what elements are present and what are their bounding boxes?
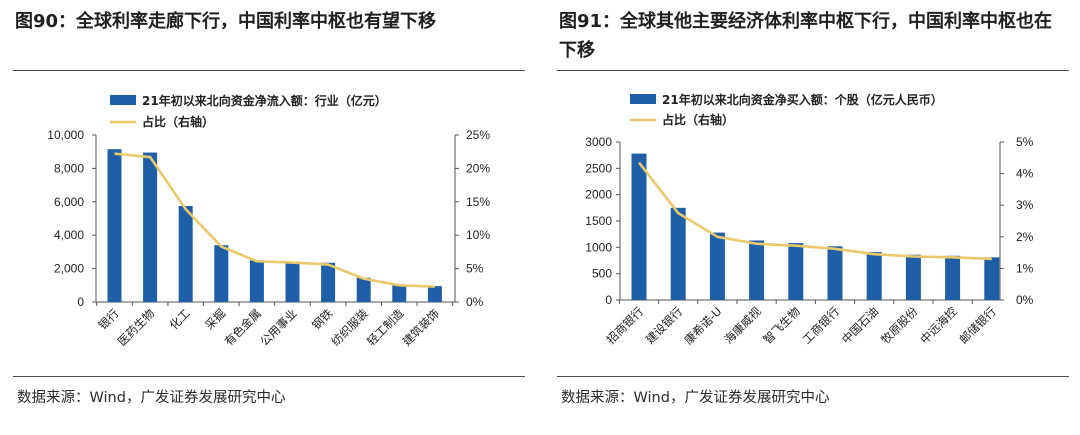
left-tick-label: 0 bbox=[605, 293, 612, 307]
bar bbox=[788, 243, 804, 300]
right-tick-label: 5% bbox=[466, 262, 484, 276]
legend-bar-swatch bbox=[110, 95, 136, 105]
share-line bbox=[114, 152, 435, 288]
bar bbox=[214, 245, 229, 302]
left-tick-label: 3000 bbox=[585, 135, 612, 149]
bar bbox=[427, 286, 442, 302]
category-label: 医药生物 bbox=[115, 306, 157, 348]
bar bbox=[866, 252, 882, 300]
right-tick-label: 20% bbox=[466, 161, 490, 175]
right-tick-label: 15% bbox=[466, 195, 490, 209]
bar bbox=[392, 285, 407, 302]
title-rule bbox=[13, 70, 525, 71]
right-tick-label: 25% bbox=[466, 128, 490, 142]
category-label: 建设银行 bbox=[643, 304, 685, 346]
bar bbox=[905, 254, 921, 300]
left-tick-label: 2500 bbox=[585, 161, 612, 175]
chart-90: 0 2,000 4,000 6,000 8,000 10,000 0% 5% 10% 15% 20%… bbox=[47, 93, 490, 349]
left-tick-label: 10,000 bbox=[47, 128, 84, 142]
category-label: 招商银行 bbox=[604, 304, 646, 346]
category-label: 化工 bbox=[167, 306, 193, 332]
bar bbox=[107, 149, 122, 302]
category-label: 智飞生物 bbox=[760, 304, 802, 346]
category-label: 钢铁 bbox=[309, 306, 336, 333]
bar bbox=[827, 246, 843, 300]
source-rule bbox=[557, 376, 1069, 377]
chart-91: 0 500 1000 1500 2000 2500 3000 0% 1% 2% 3% 4% 5% 招商银行… bbox=[585, 92, 1034, 347]
figure-91-title: 图91：全球其他主要经济体利率中枢下行，中国利率中枢也在下移 bbox=[559, 11, 1053, 61]
bar bbox=[321, 262, 336, 302]
right-tick-label: 0% bbox=[1016, 293, 1034, 307]
bar bbox=[178, 205, 193, 302]
left-tick-label: 4,000 bbox=[54, 228, 84, 242]
bar bbox=[709, 232, 725, 300]
bar bbox=[143, 152, 158, 302]
bar bbox=[670, 207, 686, 300]
legend-bar-swatch bbox=[630, 94, 656, 104]
category-label: 邮储银行 bbox=[956, 304, 998, 346]
legend-line-label: 占比（右轴） bbox=[142, 114, 214, 129]
left-tick-label: 8,000 bbox=[54, 161, 84, 175]
source-rule bbox=[13, 376, 525, 377]
right-tick-label: 1% bbox=[1016, 261, 1034, 275]
figure-91-source: 数据来源：Wind，广发证券发展研究中心 bbox=[561, 390, 830, 406]
bar bbox=[285, 261, 300, 302]
category-label: 纺织服装 bbox=[328, 306, 371, 349]
left-tick-label: 2,000 bbox=[54, 262, 84, 276]
left-tick-label: 2000 bbox=[585, 188, 612, 202]
right-tick-label: 5% bbox=[1016, 135, 1034, 149]
bar bbox=[631, 153, 647, 300]
legend-bar-label: 21年初以来北向资金净流入额：行业（亿元） bbox=[142, 93, 387, 108]
bar bbox=[945, 255, 961, 300]
category-label: 康希诺-U bbox=[681, 304, 724, 347]
category-label: 建筑装饰 bbox=[400, 306, 442, 348]
left-tick-label: 1500 bbox=[585, 214, 612, 228]
category-label: 银行 bbox=[95, 306, 121, 332]
figure-90-title: 图90：全球利率走廊下行，中国利率中枢也有望下移 bbox=[15, 11, 437, 32]
left-tick-label: 500 bbox=[592, 267, 612, 281]
left-tick-label: 6,000 bbox=[54, 195, 84, 209]
right-tick-label: 0% bbox=[466, 295, 484, 309]
category-label: 采掘 bbox=[202, 306, 228, 332]
share-line bbox=[637, 161, 992, 261]
left-tick-label: 0 bbox=[77, 295, 84, 309]
right-tick-label: 4% bbox=[1016, 167, 1034, 181]
bar bbox=[249, 260, 264, 302]
category-label: 中远海控 bbox=[917, 304, 960, 347]
category-label: 牧原股份 bbox=[878, 304, 921, 347]
left-tick-label: 1000 bbox=[585, 240, 612, 254]
figure-91-panel: 图91：全球其他主要经济体利率中枢下行，中国利率中枢也在下移 0 500 1000 1… bbox=[544, 0, 1080, 435]
legend-line-label: 占比（右轴） bbox=[662, 112, 734, 127]
category-label: 轻工制造 bbox=[364, 306, 407, 349]
figure-90-panel: 图90：全球利率走廊下行，中国利率中枢也有望下移 0 2,000 4,000 6,00… bbox=[13, 11, 525, 406]
right-tick-label: 3% bbox=[1016, 198, 1034, 212]
right-tick-label: 10% bbox=[466, 228, 490, 242]
figure-90-source: 数据来源：Wind，广发证券发展研究中心 bbox=[17, 390, 286, 406]
bar bbox=[356, 277, 371, 302]
category-label: 工商银行 bbox=[800, 304, 842, 346]
category-label: 海康威视 bbox=[721, 304, 764, 347]
right-tick-label: 2% bbox=[1016, 230, 1034, 244]
category-label: 公用事业 bbox=[257, 306, 299, 348]
bar bbox=[749, 240, 765, 300]
title-rule bbox=[557, 70, 1069, 71]
bar bbox=[984, 257, 1000, 300]
category-label: 中国石油 bbox=[839, 304, 881, 346]
category-label: 有色金属 bbox=[222, 306, 264, 348]
legend-bar-label: 21年初以来北向资金净买入额：个股（亿元人民币） bbox=[662, 92, 943, 107]
